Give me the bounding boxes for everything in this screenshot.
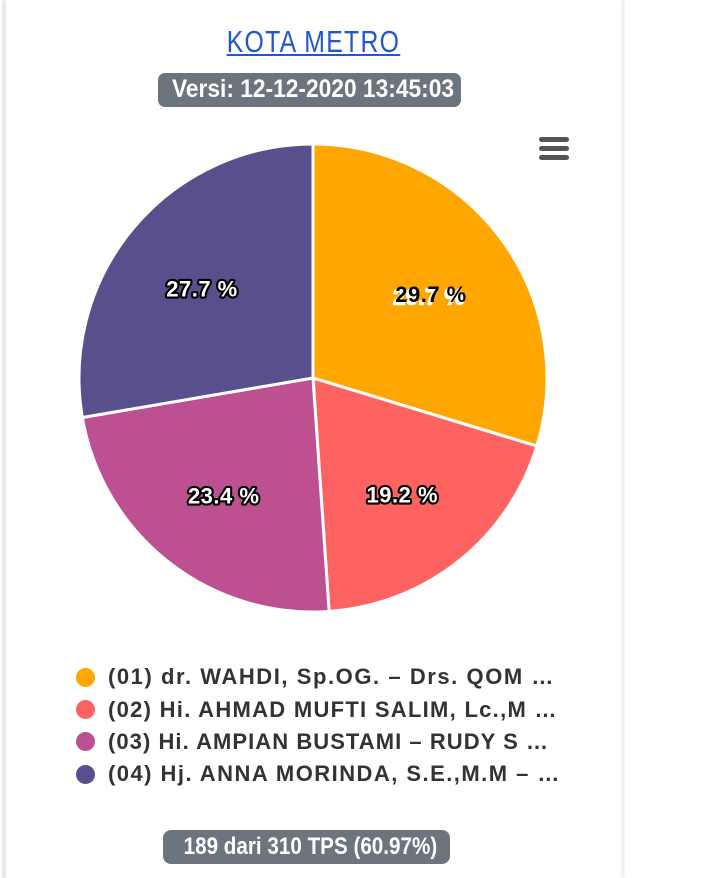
svg-text:23.4 %: 23.4 %: [188, 484, 260, 509]
svg-text:29.7 %: 29.7 %: [395, 282, 467, 307]
svg-text:19.2 %: 19.2 %: [367, 483, 439, 508]
svg-text:27.7 %: 27.7 %: [166, 277, 238, 302]
svg-text:29.7 %: 29.7 %: [393, 285, 465, 310]
svg-text:19.2 %: 19.2 %: [367, 483, 439, 508]
svg-text:27.7 %: 27.7 %: [166, 277, 238, 302]
svg-text:23.4 %: 23.4 %: [188, 484, 260, 509]
